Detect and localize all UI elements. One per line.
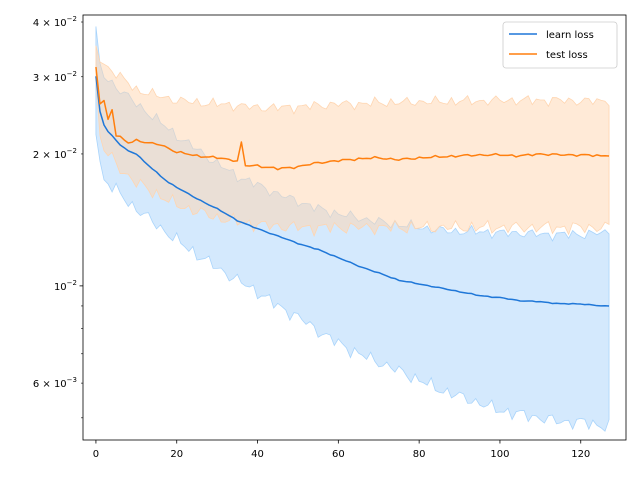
x-tick-label: 0 <box>93 449 99 460</box>
x-tick-label: 120 <box>571 449 590 460</box>
y-axis: 10−2 6 × 10−3 2 × 10−2 3 × 10−2 4 × 10−2 <box>33 15 83 419</box>
mean-lines <box>95 66 610 307</box>
y-minor-tick-label: 3 × 10−2 <box>33 70 77 84</box>
x-axis: 0 20 40 60 80 100 120 <box>93 440 590 460</box>
x-tick-label: 80 <box>413 449 426 460</box>
legend: learn loss test loss <box>502 21 618 69</box>
legend-label-test-loss: test loss <box>546 50 588 61</box>
plot-frame <box>82 14 627 441</box>
y-minor-tick-label: 6 × 10−3 <box>33 376 77 390</box>
x-tick-label: 40 <box>251 449 264 460</box>
legend-box <box>502 21 618 69</box>
y-minor-tick-label: 2 × 10−2 <box>33 147 77 161</box>
confidence-bands <box>95 26 610 432</box>
line-test-loss <box>95 66 610 171</box>
band-test-loss <box>95 45 610 237</box>
y-major-tick-label: 10−2 <box>54 279 77 293</box>
line-learn-loss <box>95 76 610 307</box>
x-tick-label: 60 <box>332 449 345 460</box>
x-tick-label: 100 <box>490 449 509 460</box>
x-tick-label: 20 <box>170 449 183 460</box>
y-minor-tick-label: 4 × 10−2 <box>33 15 77 29</box>
legend-label-learn-loss: learn loss <box>546 30 594 41</box>
